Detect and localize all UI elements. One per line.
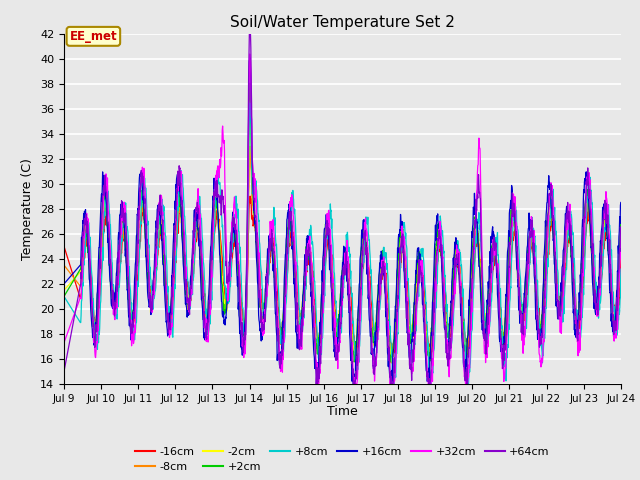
Line: +8cm: +8cm [64,103,621,384]
X-axis label: Time: Time [327,405,358,418]
+64cm [308,289,316,295]
-16cm [246,193,254,199]
+8cm [103,190,111,196]
+8cm [126,281,134,287]
Legend: -16cm, -8cm, -2cm, +2cm, +8cm, +16cm, +32cm, +64cm: -16cm, -8cm, -2cm, +2cm, +8cm, +16cm, +3… [131,442,554,477]
-8cm [425,360,433,366]
+32cm [297,346,305,352]
+2cm [126,307,134,312]
Title: Soil/Water Temperature Set 2: Soil/Water Temperature Set 2 [230,15,455,30]
+64cm [312,381,320,387]
-2cm [308,283,316,289]
+8cm [246,100,254,106]
+16cm [378,251,385,257]
+16cm [349,381,357,387]
+8cm [297,316,305,322]
Line: +2cm: +2cm [64,83,621,362]
+16cm [617,200,625,205]
Line: -16cm: -16cm [64,196,621,359]
Line: +16cm: +16cm [64,58,621,384]
+32cm [246,51,253,57]
Y-axis label: Temperature (C): Temperature (C) [22,158,35,260]
+64cm [319,303,326,309]
-16cm [103,218,111,224]
-16cm [126,293,134,299]
Line: -8cm: -8cm [64,146,621,363]
+64cm [378,275,385,280]
+16cm [126,312,134,318]
-2cm [103,217,111,223]
+2cm [617,219,625,225]
Line: +64cm: +64cm [64,34,621,384]
-2cm [126,306,134,312]
Line: -2cm: -2cm [64,116,621,361]
-8cm [297,311,305,317]
+64cm [60,369,68,374]
+64cm [126,310,134,315]
-8cm [308,274,316,280]
+8cm [318,334,326,339]
+32cm [308,267,316,273]
+32cm [314,381,322,387]
-16cm [378,275,385,280]
+16cm [103,220,111,226]
-8cm [60,262,68,268]
-16cm [426,356,434,361]
Text: EE_met: EE_met [70,30,117,43]
+32cm [319,306,326,312]
-2cm [60,287,68,293]
+32cm [378,258,385,264]
-2cm [388,359,396,364]
+8cm [60,293,68,300]
-8cm [103,223,111,229]
+8cm [617,266,625,272]
-2cm [617,230,625,236]
+2cm [350,359,358,365]
+16cm [246,55,254,61]
+64cm [617,230,625,236]
+2cm [308,286,316,291]
+64cm [246,31,253,36]
+16cm [318,267,326,273]
+16cm [60,281,68,287]
+32cm [617,231,625,237]
+64cm [103,198,111,204]
+2cm [246,80,254,86]
-8cm [617,235,625,241]
-8cm [378,268,385,274]
+16cm [308,311,316,317]
-2cm [297,324,305,329]
+16cm [297,329,305,335]
-16cm [318,320,326,325]
+2cm [378,252,385,258]
+64cm [297,340,305,346]
+32cm [126,297,134,302]
+2cm [60,293,68,300]
-8cm [246,144,254,149]
-16cm [617,257,625,263]
-16cm [297,319,305,325]
+8cm [308,241,316,247]
+8cm [390,381,397,387]
+8cm [378,284,385,290]
-2cm [378,261,385,267]
Line: +32cm: +32cm [64,54,621,384]
-8cm [126,299,134,305]
+2cm [103,222,111,228]
+2cm [297,324,305,330]
-2cm [318,288,326,293]
+32cm [60,340,68,346]
+32cm [103,194,111,200]
-8cm [318,305,326,311]
-16cm [308,264,316,270]
-16cm [60,243,68,249]
+2cm [318,287,326,293]
-2cm [246,113,254,119]
